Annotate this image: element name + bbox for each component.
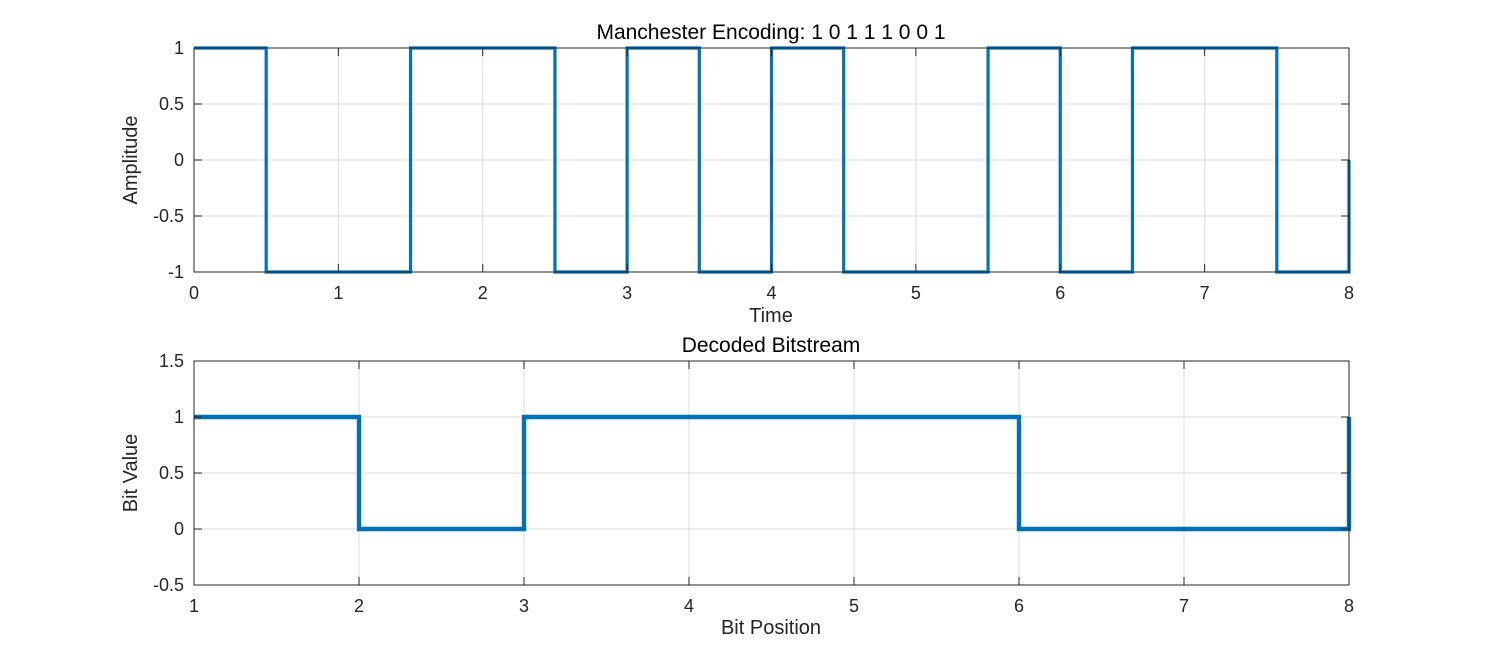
decoded-x-tick-label: 2: [354, 596, 364, 616]
decoded-x-tick-label: 3: [519, 596, 529, 616]
decoded-y-tick-label: 1: [174, 407, 184, 427]
decoded-y-tick-label: -0.5: [153, 575, 184, 595]
decoded-x-tick-label: 7: [1179, 596, 1189, 616]
decoded-x-axis-title: Bit Position: [721, 617, 821, 639]
decoded-y-tick-label: 1.5: [159, 351, 184, 371]
decoded-x-tick-label: 5: [849, 596, 859, 616]
encoding-y-axis-title: Amplitude: [120, 116, 142, 205]
encoding-x-tick-label: 8: [1344, 283, 1354, 303]
encoding-x-tick-label: 7: [1200, 283, 1210, 303]
decoded-y-tick-label: 0.5: [159, 463, 184, 483]
encoding-x-axis-title: Time: [749, 305, 793, 327]
decoded-series-line: [194, 414, 1352, 532]
encoding-y-tick-label: -0.5: [153, 206, 184, 226]
decoded-x-tick-label: 6: [1014, 596, 1024, 616]
decoded-axes: 1 2 3 4 5 6 7 8 -0.5 0 0.5 1 1.5 Decoded Bitstream B…: [120, 334, 1354, 639]
encoding-y-tick-label: 0: [174, 150, 184, 170]
decoded-title: Decoded Bitstream: [682, 334, 861, 357]
decoded-x-tick-label: 1: [189, 596, 199, 616]
encoding-x-tick-label: 1: [333, 283, 343, 303]
decoded-x-tick-label: 8: [1344, 596, 1354, 616]
encoding-x-tick-label: 2: [478, 283, 488, 303]
encoding-y-tick-label: -1: [168, 262, 184, 282]
encoding-ticks: 0 1 2 3 4 5 6 7 8 -1 -0.5 0 0.5 1: [153, 38, 1354, 303]
decoded-y-tick-label: 0: [174, 519, 184, 539]
encoding-x-tick-label: 0: [189, 283, 199, 303]
encoding-title: Manchester Encoding: 1 0 1 1 1 0 0 1: [596, 21, 945, 44]
encoding-x-tick-label: 6: [1055, 283, 1065, 303]
encoding-x-tick-label: 4: [766, 283, 776, 303]
decoded-series-group: [194, 414, 1352, 532]
decoded-y-axis-title: Bit Value: [120, 434, 142, 513]
decoded-x-tick-label: 4: [684, 596, 694, 616]
encoding-x-tick-label: 5: [911, 283, 921, 303]
encoding-axes: 0 1 2 3 4 5 6 7 8 -1 -0.5 0 0.5 1 Manchester Encoding…: [120, 21, 1354, 327]
decoded-ticks: 1 2 3 4 5 6 7 8 -0.5 0 0.5 1 1.5: [153, 351, 1354, 616]
encoding-y-tick-label: 0.5: [159, 94, 184, 114]
encoding-y-tick-label: 1: [174, 38, 184, 58]
encoding-x-tick-label: 3: [622, 283, 632, 303]
